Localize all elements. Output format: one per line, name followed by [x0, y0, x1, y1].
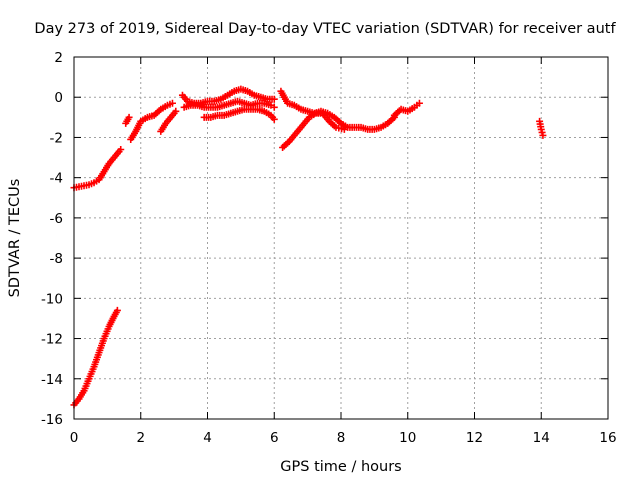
data-point — [113, 306, 121, 314]
y-tick-label: -10 — [41, 291, 63, 307]
data-point — [125, 113, 133, 121]
x-tick-labels: 0 2 4 6 8 10 12 14 16 — [70, 430, 617, 446]
x-tick-label: 6 — [270, 430, 279, 446]
x-tick-label: 12 — [466, 430, 483, 446]
y-tick-label: -4 — [50, 171, 63, 187]
data-point — [172, 107, 180, 115]
x-tick-label: 14 — [533, 430, 550, 446]
plot-frame — [73, 56, 609, 420]
data-point — [270, 115, 278, 123]
y-tick-label: -16 — [41, 412, 63, 428]
data-point — [539, 131, 547, 139]
x-tick-label: 0 — [70, 430, 79, 446]
x-tick-label: 8 — [337, 430, 346, 446]
x-axis-label: GPS time / hours — [280, 459, 401, 475]
x-tick-label: 2 — [136, 430, 145, 446]
data-points — [70, 85, 547, 409]
x-tick-label: 10 — [399, 430, 416, 446]
data-point — [340, 125, 348, 133]
data-point — [168, 99, 176, 107]
y-tick-label: -12 — [41, 332, 63, 348]
x-tick-label: 4 — [203, 430, 212, 446]
y-axis-label: SDTVAR / TECUs — [7, 179, 23, 298]
data-point — [117, 146, 125, 154]
grid-lines — [74, 57, 608, 419]
y-tick-label: -2 — [50, 130, 63, 146]
chart-title: Day 273 of 2019, Sidereal Day-to-day VTE… — [34, 21, 616, 37]
y-tick-label: -8 — [50, 251, 63, 267]
data-point — [270, 95, 278, 103]
y-tick-label: -14 — [41, 372, 63, 388]
data-point — [270, 103, 278, 111]
x-tick-label: 16 — [599, 430, 616, 446]
y-tick-labels: 2 0 -2 -4 -6 -8 -10 -12 -14 -16 — [41, 50, 63, 428]
y-tick-label: -6 — [50, 211, 63, 227]
y-tick-label: 2 — [54, 50, 63, 66]
y-tick-label: 0 — [54, 90, 63, 106]
data-point — [415, 99, 423, 107]
